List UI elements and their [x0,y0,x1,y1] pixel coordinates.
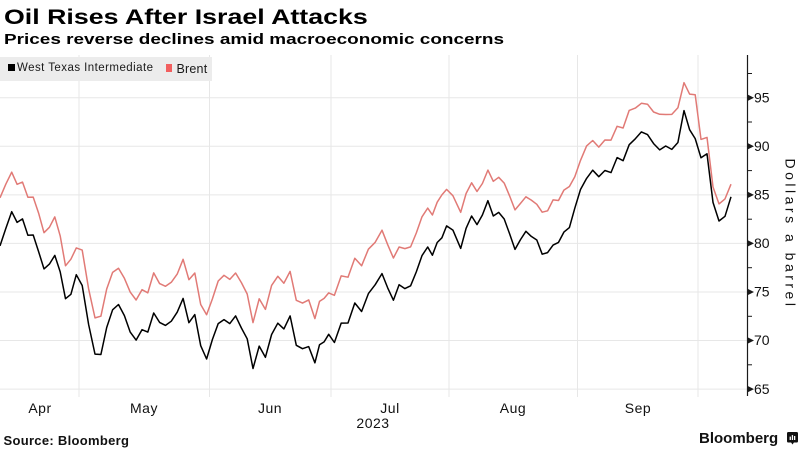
svg-text:90: 90 [754,138,770,154]
svg-text:2023: 2023 [356,415,389,431]
svg-text:85: 85 [754,187,770,203]
svg-text:Jul: Jul [380,400,399,416]
svg-text:65: 65 [754,381,770,397]
svg-text:80: 80 [754,235,770,251]
svg-text:70: 70 [754,332,770,348]
svg-text:May: May [130,400,158,416]
svg-text:75: 75 [754,284,770,300]
svg-text:Sep: Sep [625,400,651,416]
svg-text:Apr: Apr [28,400,51,416]
svg-text:Aug: Aug [500,400,526,416]
svg-text:Dollars a barrel: Dollars a barrel [783,159,799,310]
svg-text:95: 95 [754,90,770,106]
svg-text:Jun: Jun [258,400,282,416]
